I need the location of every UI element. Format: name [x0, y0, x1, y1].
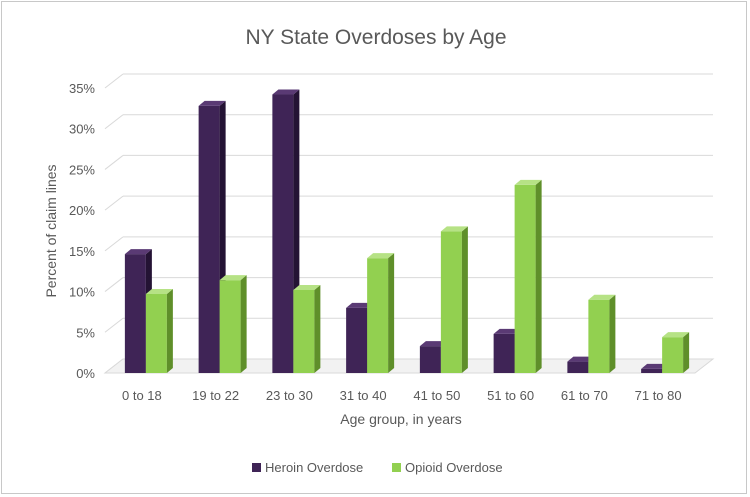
x-tick-label: 61 to 70	[561, 388, 608, 403]
bar-front	[198, 105, 220, 374]
bar-side	[535, 179, 542, 373]
legend-swatch	[252, 463, 261, 472]
y-tick-label: 5%	[76, 325, 95, 340]
bar-opioid	[367, 253, 395, 373]
bar-front	[440, 231, 462, 373]
y-tick-label: 0%	[76, 366, 95, 381]
bar-front	[493, 333, 515, 373]
bar-side	[240, 275, 247, 373]
bar-opioid	[662, 332, 690, 373]
bar-top	[219, 275, 247, 281]
y-tick-label: 10%	[69, 285, 95, 300]
x-tick-label: 0 to 18	[122, 388, 162, 403]
bar-side	[683, 332, 690, 373]
x-tick-label: 71 to 80	[635, 388, 682, 403]
y-tick-label: 35%	[69, 81, 95, 96]
bar-front	[293, 289, 315, 373]
x-axis-ticks: 0 to 18 19 to 22 23 to 30 31 to 40 41 to 50 5…	[122, 388, 682, 403]
chart-floor	[103, 358, 715, 374]
legend-label: Heroin Overdose	[265, 460, 363, 475]
bar-front	[588, 299, 610, 373]
x-tick-label: 31 to 40	[340, 388, 387, 403]
y-axis-title: Percent of claim lines	[43, 164, 59, 297]
gridline-side	[104, 317, 124, 333]
bar-side	[314, 284, 321, 373]
bar-opioid	[145, 289, 173, 373]
bar-top	[440, 226, 468, 232]
bar-top	[198, 100, 226, 106]
bar-top	[145, 289, 173, 295]
bar-front	[567, 361, 589, 373]
x-tick-label: 19 to 22	[192, 388, 239, 403]
bar-opioid	[219, 275, 247, 373]
bar-opioid	[588, 294, 616, 373]
bar-front	[346, 307, 368, 373]
bar-top	[662, 332, 690, 338]
bars	[124, 89, 690, 374]
y-tick-label: 25%	[69, 162, 95, 177]
x-tick-label: 23 to 30	[266, 388, 313, 403]
legend-item-heroin: Heroin Overdose	[252, 460, 363, 475]
gridline-side	[104, 195, 124, 211]
y-axis-ticks: 0% 5% 10% 15% 20% 25% 30% 35%	[69, 81, 95, 381]
legend-item-opioid: Opioid Overdose	[392, 460, 503, 475]
legend: Heroin Overdose Opioid Overdose	[252, 460, 503, 475]
bar-front	[272, 94, 294, 373]
bar-opioid	[440, 226, 468, 373]
gridline-side	[104, 114, 124, 130]
bar-front	[219, 280, 241, 373]
bar-top	[567, 356, 595, 362]
bar-opioid	[293, 284, 321, 373]
bar-top	[514, 179, 542, 185]
bar-opioid	[514, 179, 542, 373]
bar-top	[588, 294, 616, 300]
bar-front	[662, 337, 684, 373]
bar-top	[367, 253, 395, 259]
bar-top	[346, 302, 374, 308]
legend-swatch	[392, 463, 401, 472]
gridline-side	[104, 73, 124, 89]
bar-top	[272, 89, 300, 95]
bar-top	[641, 363, 669, 369]
bar-top	[493, 328, 521, 334]
gridline-side	[104, 236, 124, 252]
bar-front	[145, 294, 167, 373]
bar-side	[388, 253, 395, 373]
x-tick-label: 41 to 50	[413, 388, 460, 403]
gridline-side	[104, 155, 124, 170]
floor	[103, 358, 715, 374]
bar-top	[293, 284, 321, 290]
gridlines	[104, 73, 713, 374]
bar-side	[609, 294, 616, 373]
gridline-side	[104, 277, 124, 292]
legend-label: Opioid Overdose	[405, 460, 503, 475]
x-tick-label: 51 to 60	[487, 388, 534, 403]
bar-front	[514, 184, 536, 373]
bar-top	[124, 249, 152, 255]
bar-front	[419, 346, 441, 373]
bar-side	[461, 226, 468, 373]
x-axis-title: Age group, in years	[340, 411, 461, 427]
y-tick-label: 20%	[69, 203, 95, 218]
bar-front	[641, 368, 663, 373]
bar-side	[166, 289, 173, 373]
bar-heroin	[124, 249, 152, 373]
bar-front	[367, 258, 389, 373]
chart-title: NY State Overdoses by Age	[245, 26, 506, 49]
bar-front	[124, 254, 146, 373]
bar-top	[419, 341, 447, 347]
y-tick-label: 15%	[69, 244, 95, 259]
y-tick-label: 30%	[69, 122, 95, 137]
